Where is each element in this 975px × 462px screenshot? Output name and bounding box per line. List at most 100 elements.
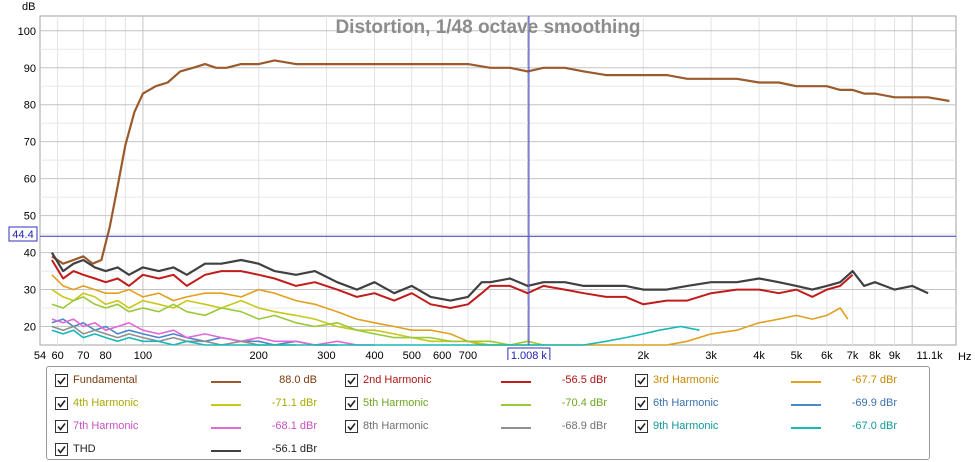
- legend-panel: Fundamental 88.0 dB 2nd Harmonic -56.5 dBr 3…: [46, 366, 930, 460]
- x-tick-label: 11.1k: [917, 350, 944, 360]
- legend-checkbox-fundamental[interactable]: [55, 374, 68, 387]
- x-tick-label: 70: [77, 350, 89, 360]
- legend-value: -56.5 dBr: [561, 374, 607, 386]
- legend-item-8th-harmonic: 8th Harmonic -68.9 dBr: [345, 417, 630, 437]
- x-tick-label: 100: [134, 350, 152, 360]
- legend-value: -70.4 dBr: [561, 397, 607, 409]
- legend-swatch: [211, 427, 241, 429]
- legend-item-2nd-harmonic: 2nd Harmonic -56.5 dBr: [345, 371, 630, 391]
- legend-item-4th-harmonic: 4th Harmonic -71.1 dBr: [55, 394, 340, 414]
- series-line-7th-harmonic: [51, 318, 375, 346]
- legend-item-fundamental: Fundamental 88.0 dB: [55, 371, 340, 391]
- series-line-5th-harmonic: [51, 296, 544, 346]
- checkmark-icon: [57, 423, 66, 431]
- y-tick-label: 20: [24, 322, 36, 334]
- legend-swatch: [501, 381, 531, 383]
- series-line-9th-harmonic: [51, 325, 700, 346]
- x-tick-label: 8k: [869, 350, 881, 360]
- plot-area[interactable]: [39, 15, 957, 346]
- legend-swatch: [211, 381, 241, 383]
- checkmark-icon: [637, 423, 646, 431]
- x-tick-label: 400: [365, 350, 383, 360]
- series-line-4th-harmonic: [51, 288, 510, 346]
- legend-item-thd: THD -56.1 dBr: [55, 440, 340, 460]
- legend-label: 3rd Harmonic: [653, 374, 720, 386]
- legend-value: -69.9 dBr: [851, 397, 897, 409]
- legend-checkbox-8th-harmonic[interactable]: [345, 420, 358, 433]
- x-tick-label: 80: [100, 350, 112, 360]
- legend-checkbox-4th-harmonic[interactable]: [55, 397, 68, 410]
- y-tick-label: 30: [24, 285, 36, 297]
- x-tick-label: 6k: [821, 350, 833, 360]
- legend-item-5th-harmonic: 5th Harmonic -70.4 dBr: [345, 394, 630, 414]
- legend-checkbox-6th-harmonic[interactable]: [635, 397, 648, 410]
- series-line-8th-harmonic: [51, 325, 296, 346]
- checkmark-icon: [57, 377, 66, 385]
- legend-value: -56.1 dBr: [271, 443, 317, 455]
- legend-label: THD: [73, 443, 96, 455]
- x-tick-label: 500: [403, 350, 421, 360]
- x-tick-label: 9k: [889, 350, 901, 360]
- x-tick-label: 5k: [791, 350, 803, 360]
- legend-item-6th-harmonic: 6th Harmonic -69.9 dBr: [635, 394, 920, 414]
- x-tick-label: 2k: [638, 350, 650, 360]
- x-tick-label: 7k: [847, 350, 859, 360]
- legend-swatch: [791, 404, 821, 406]
- legend-value: -68.9 dBr: [561, 420, 607, 432]
- checkmark-icon: [347, 377, 356, 385]
- checkmark-icon: [637, 377, 646, 385]
- legend-swatch: [501, 427, 531, 429]
- legend-swatch: [501, 404, 531, 406]
- x-tick-label: 200: [250, 350, 268, 360]
- legend-label: 8th Harmonic: [363, 420, 429, 432]
- x-axis-unit: Hz: [958, 351, 971, 360]
- legend-value: -68.1 dBr: [271, 420, 317, 432]
- x-tick-label: 60: [51, 350, 63, 360]
- legend-checkbox-9th-harmonic[interactable]: [635, 420, 648, 433]
- y-tick-label: 90: [24, 63, 36, 75]
- legend-label: 9th Harmonic: [653, 420, 719, 432]
- y-tick-label: 50: [24, 211, 36, 223]
- series-line-3rd-harmonic: [51, 274, 849, 346]
- legend-label: 2nd Harmonic: [363, 374, 432, 386]
- legend-swatch: [211, 450, 241, 452]
- x-tick-label: 600: [433, 350, 451, 360]
- legend-value: -71.1 dBr: [271, 397, 317, 409]
- legend-checkbox-2nd-harmonic[interactable]: [345, 374, 358, 387]
- checkmark-icon: [57, 400, 66, 408]
- legend-swatch: [791, 427, 821, 429]
- y-axis-unit: dB: [22, 1, 35, 13]
- y-tick-label: 100: [18, 26, 36, 38]
- legend-checkbox-7th-harmonic[interactable]: [55, 420, 68, 433]
- checkmark-icon: [347, 400, 356, 408]
- cursor-x-readout: 1.008 k: [507, 347, 551, 360]
- legend-label: 4th Harmonic: [73, 397, 139, 409]
- x-tick-label: 3k: [705, 350, 717, 360]
- series-line-fundamental: [51, 59, 950, 265]
- y-tick-label: 70: [24, 137, 36, 149]
- legend-label: 6th Harmonic: [653, 397, 719, 409]
- legend-value: -67.7 dBr: [851, 374, 897, 386]
- x-tick-label: 54: [34, 350, 46, 360]
- legend-swatch: [211, 404, 241, 406]
- series-line-thd: [50, 252, 929, 302]
- y-tick-label: 80: [24, 100, 36, 112]
- y-tick-label: 60: [24, 174, 36, 186]
- svg-text:44.4: 44.4: [12, 229, 33, 241]
- y-tick-label: 40: [24, 248, 36, 260]
- checkmark-icon: [637, 400, 646, 408]
- legend-checkbox-5th-harmonic[interactable]: [345, 397, 358, 410]
- legend-item-7th-harmonic: 7th Harmonic -68.1 dBr: [55, 417, 340, 437]
- legend-value: -67.0 dBr: [851, 420, 897, 432]
- legend-label: 5th Harmonic: [363, 397, 429, 409]
- legend-item-9th-harmonic: 9th Harmonic -67.0 dBr: [635, 417, 920, 437]
- checkmark-icon: [57, 446, 66, 454]
- legend-item-3rd-harmonic: 3rd Harmonic -67.7 dBr: [635, 371, 920, 391]
- x-tick-label: 300: [317, 350, 335, 360]
- legend-value: 88.0 dB: [279, 374, 317, 386]
- cursor-y-readout: 44.4: [8, 226, 38, 242]
- legend-checkbox-thd[interactable]: [55, 443, 68, 456]
- legend-checkbox-3rd-harmonic[interactable]: [635, 374, 648, 387]
- legend-swatch: [791, 381, 821, 383]
- chart-title: Distortion, 1/48 octave smoothing: [335, 17, 640, 38]
